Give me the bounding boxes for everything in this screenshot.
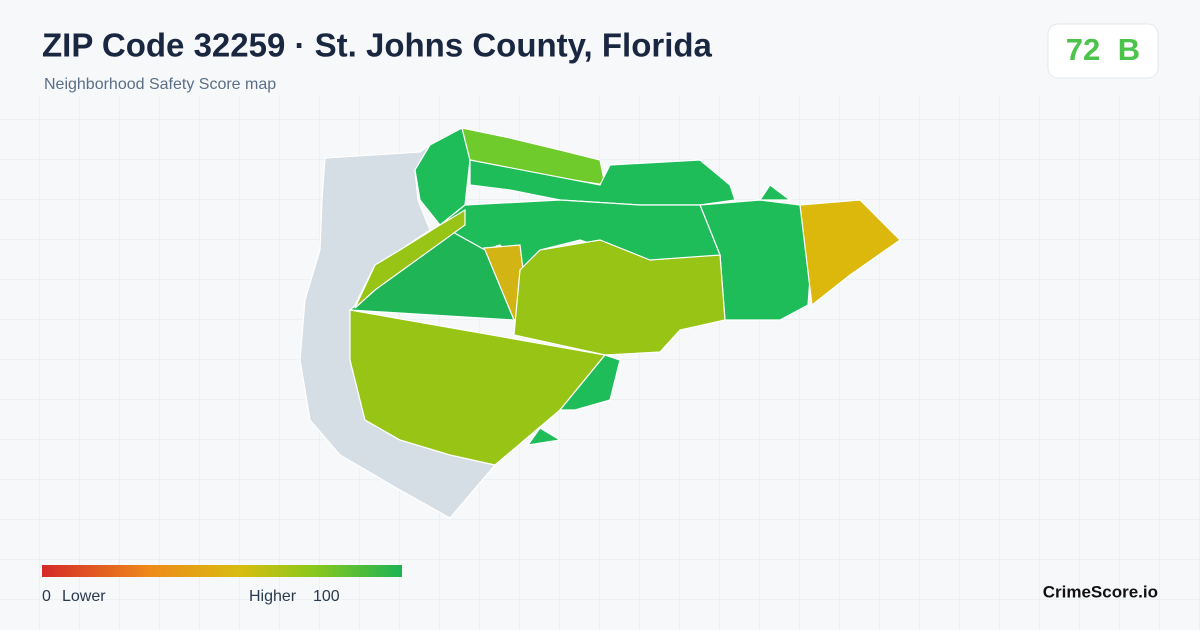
- region: [558, 354, 621, 411]
- legend-min-label: Lower: [62, 588, 106, 605]
- region: [354, 208, 466, 309]
- region: [799, 199, 901, 307]
- region: [513, 239, 726, 356]
- legend-max-label: Higher: [249, 588, 297, 605]
- score-grade: B: [1118, 32, 1140, 67]
- title: ZIP Code 32259 · St. Johns County, Flori…: [42, 27, 713, 64]
- region: [526, 427, 562, 446]
- score-badge: [1047, 23, 1159, 79]
- score-value: 72: [1066, 32, 1100, 67]
- legend-min: 0: [42, 588, 51, 605]
- legend-bar: [42, 565, 402, 577]
- region: [469, 159, 736, 206]
- map: [299, 127, 901, 519]
- region: [758, 184, 792, 201]
- legend-max: 100: [313, 588, 340, 605]
- brand: CrimeScore.io: [1043, 582, 1158, 601]
- subtitle: Neighborhood Safety Score map: [44, 76, 276, 93]
